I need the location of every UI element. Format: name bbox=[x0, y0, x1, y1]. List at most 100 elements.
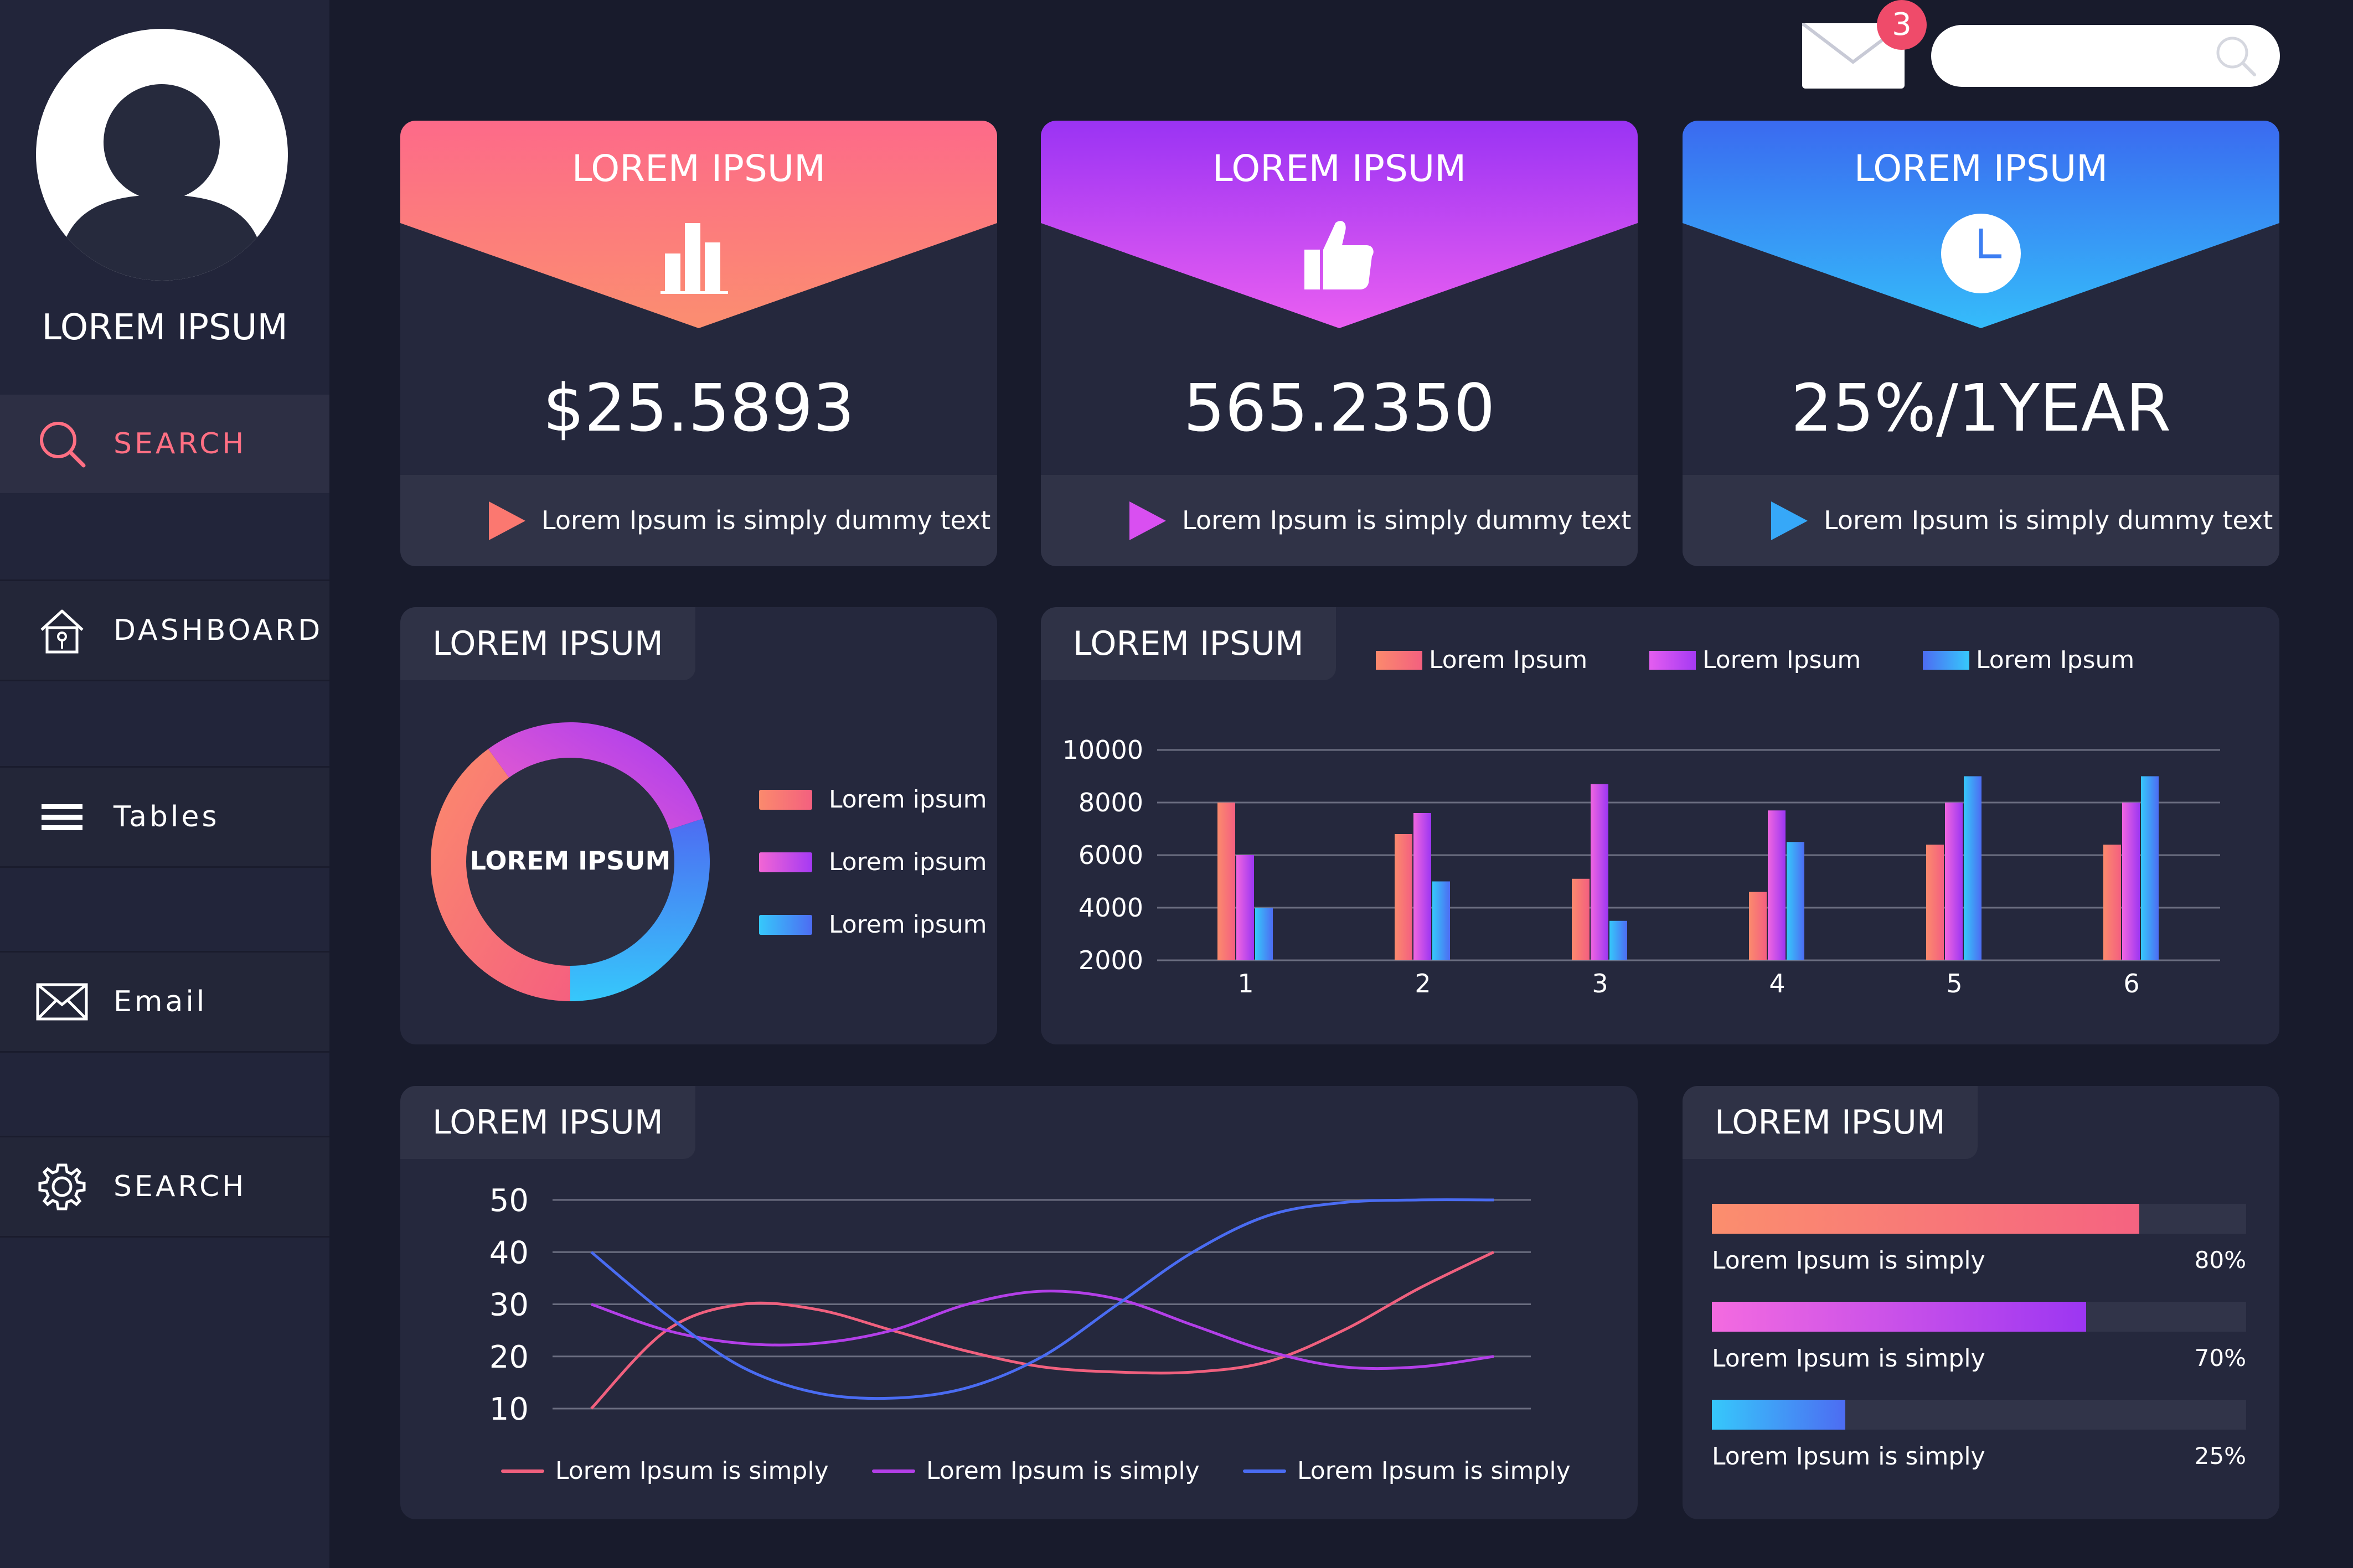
card-title: LOREM IPSUM bbox=[1212, 147, 1467, 190]
card-footer-text: Lorem Ipsum is simply dummy text bbox=[1824, 505, 2273, 535]
sidebar-item-dashboard[interactable]: DASHBOARD bbox=[0, 579, 329, 681]
y-tick-label: 8000 bbox=[1079, 788, 1143, 817]
stat-card-likes: LOREM IPSUM 565.2350 Lorem Ipsum is simp… bbox=[1041, 121, 1638, 566]
menu-icon bbox=[34, 789, 90, 845]
bar bbox=[1255, 908, 1273, 960]
bar bbox=[1926, 845, 1944, 960]
home-icon bbox=[34, 603, 90, 658]
legend-item: Lorem Ipsum bbox=[1376, 646, 1587, 674]
y-tick-label: 30 bbox=[489, 1287, 529, 1323]
progress-label: Lorem Ipsum is simply bbox=[1712, 1344, 1985, 1373]
x-tick-label: 2 bbox=[1415, 969, 1431, 998]
progress-fill bbox=[1712, 1400, 1846, 1430]
progress-percent: 70% bbox=[2194, 1344, 2246, 1372]
series-line bbox=[590, 1251, 1495, 1410]
card-footer-text: Lorem Ipsum is simply dummy text bbox=[1182, 505, 1632, 535]
progress-percent: 80% bbox=[2194, 1246, 2246, 1274]
legend-item: Lorem Ipsum is simply bbox=[872, 1457, 1200, 1485]
sidebar-item-label: SEARCH bbox=[113, 427, 247, 460]
y-tick-label: 20 bbox=[489, 1339, 529, 1375]
progress-label: Lorem Ipsum is simply bbox=[1712, 1442, 1985, 1471]
card-footer: Lorem Ipsum is simply dummy text bbox=[1683, 475, 2279, 566]
series-line bbox=[590, 1198, 1494, 1400]
legend-label: Lorem Ipsum is simply bbox=[555, 1457, 829, 1485]
sidebar-item-label: SEARCH bbox=[113, 1170, 247, 1203]
sidebar-item-search[interactable]: SEARCH bbox=[0, 395, 329, 493]
legend-swatch bbox=[759, 789, 812, 810]
card-footer: Lorem Ipsum is simply dummy text bbox=[400, 475, 997, 566]
progress-bar bbox=[1712, 1204, 2246, 1234]
donut-chart: LOREM IPSUM bbox=[430, 722, 710, 1001]
bar bbox=[1749, 892, 1767, 960]
mail-icon bbox=[34, 974, 90, 1029]
panel-title: LOREM IPSUM bbox=[400, 607, 695, 680]
y-tick-label: 4000 bbox=[1079, 893, 1143, 923]
user-avatar-icon bbox=[58, 84, 265, 281]
search-icon bbox=[2213, 34, 2258, 78]
legend-item: Lorem ipsum bbox=[759, 910, 987, 939]
legend-swatch bbox=[1923, 650, 1969, 670]
bar bbox=[1413, 813, 1431, 960]
legend-label: Lorem Ipsum bbox=[1976, 646, 2135, 674]
gear-icon bbox=[34, 1159, 90, 1214]
bar bbox=[2103, 845, 2121, 960]
card-title: LOREM IPSUM bbox=[571, 147, 826, 190]
y-tick-label: 2000 bbox=[1079, 945, 1143, 975]
progress-fill bbox=[1712, 1302, 2086, 1332]
bar-chart-icon bbox=[657, 212, 740, 295]
legend-item: Lorem Ipsum is simply bbox=[1243, 1457, 1571, 1485]
bar bbox=[1609, 920, 1627, 960]
sidebar-item-label: Tables bbox=[113, 800, 220, 834]
avatar[interactable] bbox=[36, 29, 288, 281]
progress-label: Lorem Ipsum is simply bbox=[1712, 1246, 1985, 1275]
card-value: 565.2350 bbox=[1183, 370, 1495, 446]
legend-swatch bbox=[759, 852, 812, 872]
sidebar: LOREM IPSUM SEARCH DASHBOARD Tables Emai… bbox=[0, 0, 329, 1568]
bar bbox=[1572, 878, 1590, 960]
y-tick-label: 40 bbox=[489, 1235, 529, 1271]
bar bbox=[1768, 810, 1786, 960]
x-tick-label: 1 bbox=[1237, 969, 1253, 998]
legend-item: Lorem Ipsum bbox=[1923, 646, 2134, 674]
legend-swatch bbox=[1376, 650, 1422, 670]
profile-name: LOREM IPSUM bbox=[42, 307, 288, 348]
bar bbox=[1945, 803, 1963, 960]
legend-swatch bbox=[1649, 650, 1696, 670]
search-input[interactable] bbox=[1931, 25, 2280, 87]
sidebar-item-tables[interactable]: Tables bbox=[0, 766, 329, 868]
bar bbox=[1964, 776, 1982, 960]
search-icon bbox=[34, 416, 90, 472]
donut-panel: LOREM IPSUM LOREM IPSUM Lorem ipsum Lore… bbox=[400, 607, 997, 1044]
bar bbox=[1236, 855, 1254, 960]
legend-label: Lorem ipsum bbox=[829, 848, 987, 876]
donut-center-label: LOREM IPSUM bbox=[470, 846, 671, 876]
play-icon bbox=[1771, 501, 1808, 540]
x-tick-label: 5 bbox=[1946, 969, 1962, 998]
panel-title: LOREM IPSUM bbox=[1683, 1086, 1978, 1159]
legend-swatch bbox=[759, 914, 812, 935]
legend-swatch bbox=[501, 1469, 544, 1473]
bar bbox=[1432, 881, 1450, 960]
x-tick-label: 4 bbox=[1769, 969, 1785, 998]
legend-label: Lorem ipsum bbox=[829, 785, 987, 814]
sidebar-item-email[interactable]: Email bbox=[0, 951, 329, 1053]
card-footer-text: Lorem Ipsum is simply dummy text bbox=[541, 505, 991, 535]
y-tick-label: 10000 bbox=[1062, 735, 1143, 765]
legend-label: Lorem Ipsum is simply bbox=[1297, 1457, 1571, 1485]
panel-title: LOREM IPSUM bbox=[400, 1086, 695, 1159]
legend-label: Lorem ipsum bbox=[829, 910, 987, 939]
x-tick-label: 6 bbox=[2123, 969, 2139, 998]
bar bbox=[2122, 803, 2140, 960]
card-value: $25.5893 bbox=[543, 370, 855, 446]
notification-badge: 3 bbox=[1877, 0, 1927, 50]
bar bbox=[2141, 776, 2159, 960]
sidebar-item-label: DASHBOARD bbox=[113, 614, 323, 647]
card-footer: Lorem Ipsum is simply dummy text bbox=[1041, 475, 1638, 566]
sidebar-item-settings[interactable]: SEARCH bbox=[0, 1136, 329, 1238]
bar-chart-panel: LOREM IPSUM Lorem Ipsum Lorem Ipsum Lore… bbox=[1041, 607, 2279, 1044]
legend-swatch bbox=[1243, 1469, 1286, 1473]
bar bbox=[1787, 842, 1804, 960]
legend-swatch bbox=[872, 1469, 915, 1473]
legend-item: Lorem Ipsum bbox=[1649, 646, 1861, 674]
legend-label: Lorem Ipsum bbox=[1702, 646, 1861, 674]
